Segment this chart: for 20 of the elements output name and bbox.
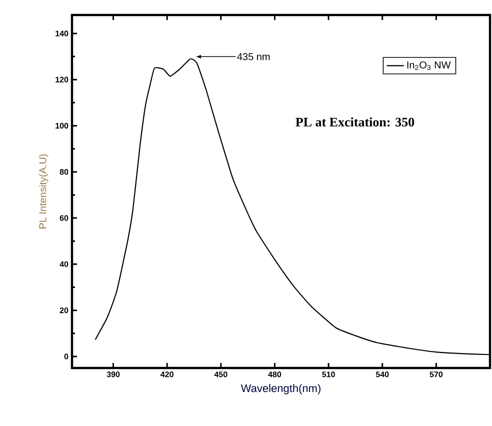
x-tick-label: 420 xyxy=(160,372,174,378)
y-tick-label: 80 xyxy=(60,169,68,175)
y-tick-label: 20 xyxy=(60,307,68,314)
x-tick-label: 540 xyxy=(376,372,389,378)
x-tick-label: 510 xyxy=(322,372,335,378)
y-tick-label: 100 xyxy=(56,122,68,129)
y-axis-title: PL Intensity(A.U) xyxy=(38,154,48,228)
legend-label: In$_{2}$O$_{3}$ NW xyxy=(407,61,451,70)
x-tick-label: 480 xyxy=(268,372,282,378)
x-axis-title: Wavelength(nm) xyxy=(240,384,320,394)
y-tick-label: 60 xyxy=(60,215,68,221)
annotation: PL at Excitation: 350 xyxy=(296,117,414,127)
y-tick-label: 140 xyxy=(56,30,68,36)
x-tick-label: 450 xyxy=(214,372,228,378)
y-tick-label: 0 xyxy=(64,354,68,360)
y-tick-label: 120 xyxy=(56,76,68,82)
annotation: 435 nm xyxy=(237,53,270,60)
y-tick-label: 40 xyxy=(60,261,68,268)
x-tick-label: 390 xyxy=(106,372,120,378)
x-tick-label: 570 xyxy=(430,372,443,378)
